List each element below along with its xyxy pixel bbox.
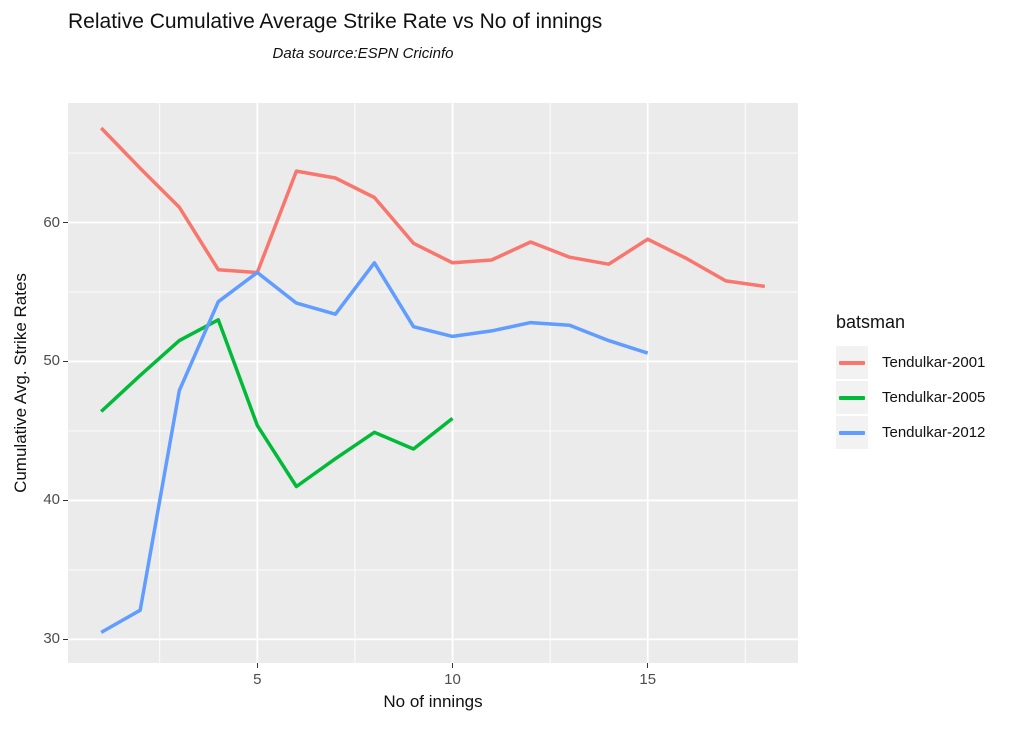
y-tick-label: 30	[43, 630, 60, 648]
y-axis-title: Cumulative Avg. Strike Rates	[11, 273, 30, 493]
y-tick-mark	[63, 360, 68, 362]
y-tick-mark	[63, 638, 68, 640]
chart-title: Relative Cumulative Average Strike Rate …	[68, 10, 603, 33]
legend-label: Tendulkar-2001	[882, 354, 986, 371]
plot-panel	[68, 103, 798, 663]
y-tick-mark	[63, 499, 68, 501]
legend-label: Tendulkar-2012	[882, 424, 986, 441]
plot-svg	[68, 103, 798, 663]
legend-key-swatch	[836, 416, 868, 449]
legend-entry: Tendulkar-2005	[836, 380, 985, 415]
legend-entry: Tendulkar-2001	[836, 345, 985, 380]
y-tick-label: 40	[43, 491, 60, 509]
chart-subtitle: Data source:ESPN Cricinfo	[272, 45, 454, 62]
x-tick-label: 5	[253, 671, 262, 688]
legend-key-line	[839, 360, 865, 365]
x-tick-mark	[452, 663, 454, 668]
legend-title: batsman	[836, 312, 906, 332]
x-axis-title: No of innings	[383, 692, 483, 711]
legend-key-line	[839, 430, 865, 435]
series-line-tendulkar-2005	[100, 318, 454, 489]
series-line-tendulkar-2012	[100, 261, 649, 634]
legend-label: Tendulkar-2005	[882, 389, 986, 406]
x-tick-mark	[647, 663, 649, 668]
legend: batsman Tendulkar-2001 Tendulkar-2005 Tend…	[836, 312, 985, 450]
legend-entries: Tendulkar-2001 Tendulkar-2005 Tendulkar-20…	[836, 345, 985, 450]
x-tick-label: 15	[639, 671, 657, 688]
x-tick-label: 10	[444, 671, 461, 688]
legend-key-swatch	[836, 346, 868, 379]
y-tick-label: 60	[43, 213, 60, 231]
y-tick-label: 50	[43, 352, 60, 370]
legend-key-line	[839, 395, 865, 400]
legend-key-swatch	[836, 381, 868, 414]
series-line-tendulkar-2001	[99, 126, 766, 289]
legend-entry: Tendulkar-2012	[836, 415, 985, 450]
y-tick-mark	[63, 222, 68, 223]
x-tick-mark	[256, 663, 258, 668]
